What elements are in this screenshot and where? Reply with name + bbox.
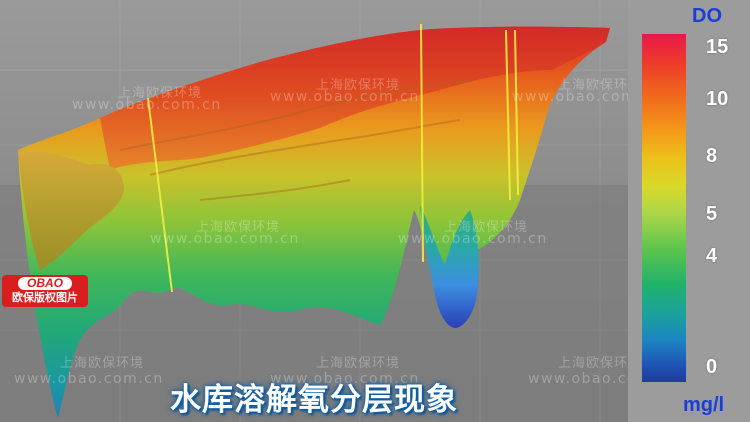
legend-tick-label: 10 (706, 88, 729, 110)
reservoir-left-arm (18, 150, 124, 270)
legend-tick-label: 4 (706, 245, 718, 267)
obao-logo: OBAO (18, 277, 72, 290)
sampling-profile-lines (147, 23, 519, 293)
legend-tick-label: 5 (706, 203, 718, 225)
legend-tick-label: 0 (706, 356, 718, 378)
legend-unit: mg/l (683, 394, 725, 416)
figure-caption: 水库溶解氧分层现象 (170, 382, 458, 418)
reservoir-top-surface (100, 26, 610, 170)
legend-title: DO (692, 5, 722, 27)
do-color-scale-bar (642, 34, 686, 382)
copyright-badge-text: 欧保版权图片 (12, 291, 78, 304)
terrain-ridges (119, 79, 471, 201)
legend-tick-label: 15 (706, 36, 729, 58)
legend-tick-label: 8 (706, 145, 718, 167)
deep-cone (420, 205, 479, 328)
copyright-badge: OBAO 欧保版权图片 (2, 275, 88, 307)
